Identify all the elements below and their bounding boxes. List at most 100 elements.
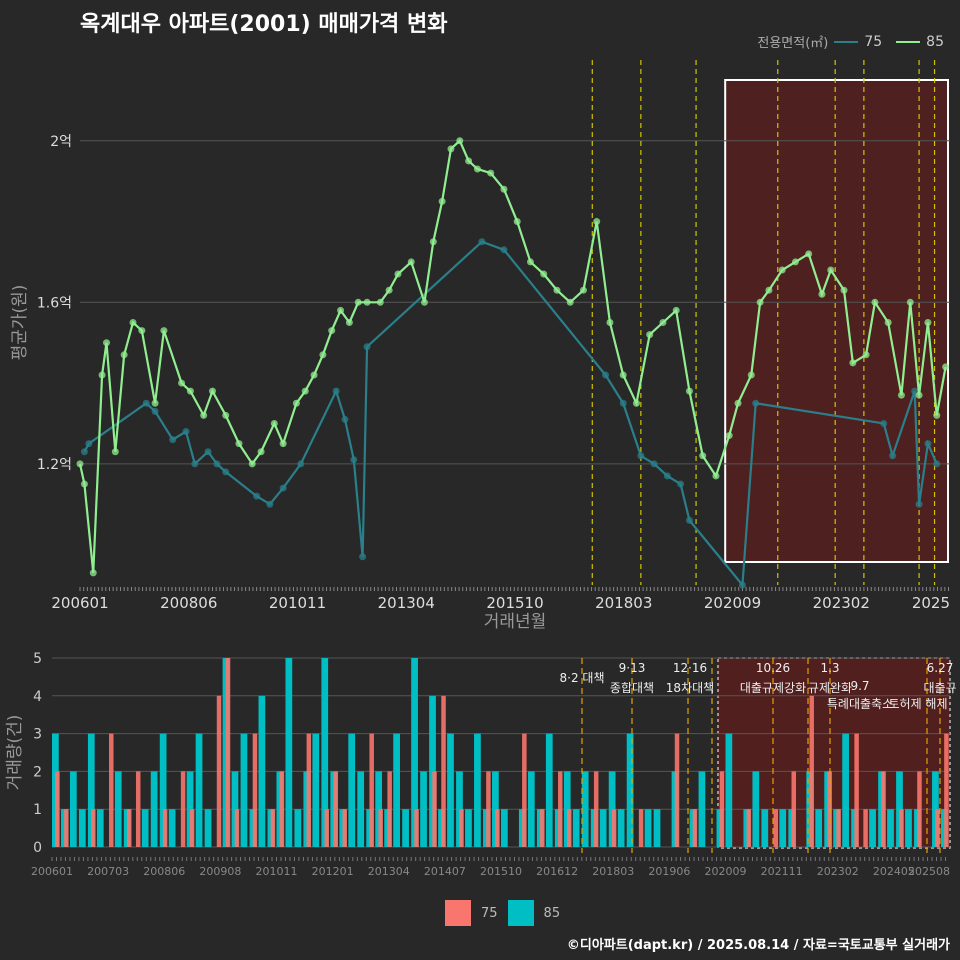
bar-75	[791, 771, 796, 847]
data-point-85	[849, 359, 857, 367]
bar-85	[69, 771, 77, 847]
bar-85	[258, 695, 266, 847]
bar-85	[617, 809, 625, 847]
bar-75	[189, 809, 195, 847]
data-point-85	[76, 460, 84, 468]
bar-75	[459, 809, 464, 847]
x-tick-label: 200601	[51, 594, 108, 612]
policy-annotation-date: 12·16	[673, 661, 707, 675]
data-point-85	[915, 391, 923, 399]
bar-75	[746, 809, 752, 847]
bar-75	[522, 733, 527, 847]
bar-75	[216, 695, 222, 847]
volume-bar-chart: 0 1 2 3 4 5 8·2 대책 9·13 종합대책 12·16 18차대책 10.26 대출규제강…	[5, 651, 957, 878]
bar-85	[527, 771, 535, 847]
bar-85	[78, 809, 86, 847]
bar-85	[474, 733, 481, 847]
bar-85	[599, 809, 607, 847]
data-point-75	[915, 500, 923, 508]
x-tick-label: 202009	[704, 594, 761, 612]
data-point-85	[526, 258, 534, 266]
data-point-85	[712, 472, 720, 480]
legend-title: 전용면적(㎡)	[757, 36, 829, 51]
x-tick-label: 201803	[592, 865, 634, 878]
bar-75	[558, 771, 563, 847]
data-point-75	[204, 448, 212, 456]
data-point-85	[672, 306, 680, 314]
bar-75	[180, 771, 186, 847]
data-point-75	[677, 480, 685, 488]
bar-75	[432, 771, 437, 847]
data-point-85	[120, 351, 128, 359]
data-point-85	[487, 169, 495, 177]
y-tick-label: 2억	[50, 134, 72, 150]
data-point-75	[213, 460, 221, 468]
x-tick-label: 202009	[705, 865, 747, 878]
bar-75	[719, 771, 725, 847]
data-point-85	[208, 387, 216, 395]
legend-swatch-75	[834, 40, 859, 43]
y-tick-label: 1.2억	[37, 457, 72, 473]
bar-75	[270, 809, 276, 847]
data-point-75	[889, 452, 897, 460]
x-tick-label: 201906	[648, 865, 690, 878]
bar-85	[653, 809, 661, 847]
volume-legend: 75 85	[445, 900, 560, 926]
x-tick-label: 200908	[199, 865, 241, 878]
bar-75	[225, 658, 231, 847]
bar-85	[842, 733, 849, 847]
data-point-75	[738, 581, 746, 589]
data-point-75	[363, 343, 371, 351]
policy-annotation-text: 특례대출축소	[827, 697, 893, 711]
data-point-85	[540, 270, 548, 278]
bar-75	[135, 771, 141, 847]
bar-85	[393, 733, 400, 847]
bar-85	[545, 733, 553, 847]
bar-75	[324, 809, 330, 847]
data-point-85	[429, 238, 437, 246]
footer-credit: ©디아파트(dapt.kr) / 2025.08.14 / 자료=국토교통부 실…	[566, 938, 950, 953]
policy-annotation-text: 대출규제강화	[740, 681, 806, 695]
data-point-85	[924, 319, 932, 326]
bar-85	[626, 733, 634, 847]
data-point-85	[685, 387, 693, 395]
bar-85	[150, 771, 158, 847]
bar-75	[333, 771, 339, 847]
legend-bottom-label-75: 75	[481, 905, 498, 921]
data-point-85	[111, 448, 119, 456]
x-tick-label: 201304	[368, 865, 410, 878]
bar-75	[441, 695, 446, 847]
data-point-85	[80, 480, 88, 488]
x-tick-label: 201407	[424, 865, 466, 878]
bar-75	[234, 809, 240, 847]
policy-annotation-text: 대출규	[923, 681, 956, 695]
bar-75	[638, 809, 644, 847]
y-tick-label: 5	[33, 651, 42, 667]
policy-annotation-date: 9·13	[619, 661, 646, 675]
data-point-75	[933, 460, 941, 468]
data-point-85	[734, 399, 742, 407]
bar-85	[159, 733, 167, 847]
data-point-85	[606, 319, 614, 326]
data-point-85	[456, 137, 464, 145]
bar-85	[761, 809, 769, 847]
bar-75	[252, 733, 258, 847]
data-point-85	[319, 351, 327, 359]
bar-75	[378, 809, 383, 847]
data-point-85	[151, 399, 159, 407]
data-point-75	[619, 399, 627, 407]
data-point-85	[354, 298, 362, 306]
data-point-85	[725, 432, 733, 440]
x-tick-label: 201803	[595, 594, 652, 612]
bar-85	[815, 809, 823, 847]
data-point-85	[862, 351, 870, 359]
data-point-85	[942, 363, 950, 371]
data-point-75	[332, 387, 340, 395]
data-point-75	[142, 399, 150, 407]
bar-85	[581, 771, 589, 847]
data-point-75	[182, 428, 190, 436]
bar-75	[899, 809, 904, 847]
bar-75	[162, 809, 168, 847]
data-point-85	[257, 448, 265, 456]
x-tick-label: 201510	[480, 865, 522, 878]
